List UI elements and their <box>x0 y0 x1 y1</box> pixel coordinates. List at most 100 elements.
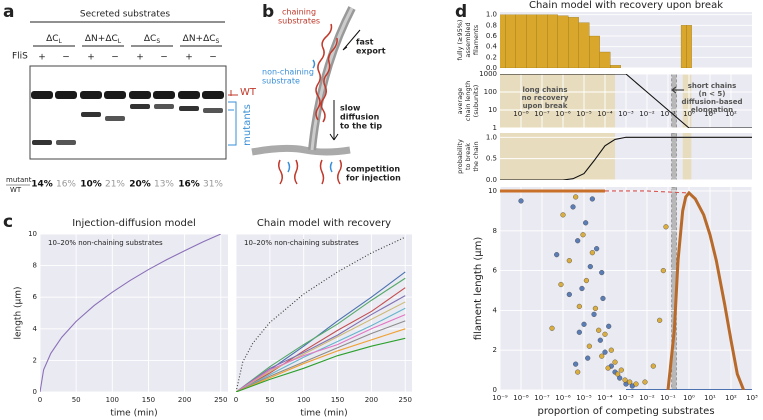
bar <box>515 14 527 68</box>
group-name: ΔN+ΔC <box>183 34 216 44</box>
y-tick-label: 0.4 <box>486 43 498 51</box>
x-tick-label: 10⁻⁸ <box>513 110 529 118</box>
series-line <box>605 190 696 200</box>
ratio: 16% <box>178 180 200 190</box>
series-line <box>666 190 746 390</box>
x-tick-label: 10⁻⁵ <box>576 110 592 118</box>
scatter-point <box>591 311 597 317</box>
annotation: 10–20% non-chaining substrates <box>48 239 163 247</box>
scatter-point <box>583 220 589 226</box>
annotation: (n < 5) <box>699 90 726 98</box>
panel-label: a <box>3 2 14 22</box>
annotation: no recovery <box>522 94 569 102</box>
x-tick-label: 150 <box>331 396 344 404</box>
scatter-point <box>594 246 600 252</box>
y-axis-label: filaments <box>472 24 480 55</box>
diagram-label: competition <box>346 165 400 174</box>
plot-area <box>500 14 752 68</box>
scatter-point <box>608 347 614 353</box>
mutant-band <box>203 108 223 113</box>
group-name: ΔC <box>144 34 156 44</box>
ratio: 21% <box>105 180 125 190</box>
chart-title: Chain model with recovery <box>257 218 391 229</box>
fliS-sign: + <box>87 53 95 63</box>
x-tick-label: 150 <box>142 396 155 404</box>
scatter-point <box>622 377 628 383</box>
x-tick-label: 100 <box>106 396 119 404</box>
diagram-label: to the tip <box>340 122 382 131</box>
x-tick-label: 10⁻² <box>639 110 655 118</box>
y-axis-label: assembled <box>464 22 472 57</box>
x-tick-label: 10¹ <box>704 110 716 118</box>
bar <box>599 51 611 68</box>
x-tick-label: 10⁰ <box>683 394 695 402</box>
series-line <box>236 277 406 392</box>
annotation: elongation <box>691 106 733 114</box>
scatter-point <box>602 349 608 355</box>
plot-area <box>500 133 752 180</box>
y-axis-label: the chain <box>472 141 480 171</box>
scatter-point <box>585 355 591 361</box>
mutant-band <box>81 112 101 117</box>
diagram-label: non-chaining <box>262 68 314 77</box>
fliS-sign: + <box>38 53 46 63</box>
x-axis-label: time (min) <box>110 409 157 419</box>
y-tick-label: 1 <box>493 124 497 132</box>
fliS-sign: − <box>62 53 70 63</box>
plot-background <box>236 234 412 392</box>
chain <box>315 23 333 121</box>
y-tick-label: 0.0 <box>486 64 497 72</box>
panel-label: b <box>262 2 274 22</box>
diagram-label: substrates <box>278 17 320 26</box>
mutants-label: mutants <box>242 104 253 146</box>
group-sub: L <box>118 38 122 45</box>
scatter-point <box>606 323 612 329</box>
mutant-bracket <box>228 101 237 146</box>
y-tick-label: 0.8 <box>486 21 497 29</box>
y-axis-label: (subunits) <box>472 85 480 118</box>
x-tick-label: 10² <box>725 110 737 118</box>
shaded-region <box>500 74 616 128</box>
panel-label: d <box>455 2 467 22</box>
y-axis-label: filament length (μm) <box>473 237 484 341</box>
diagram-label: fast <box>356 38 374 47</box>
series-line <box>236 320 406 392</box>
y-tick-label: 10 <box>488 187 497 195</box>
x-tick-label: 10³ <box>746 394 758 402</box>
y-tick-label: 0.0 <box>486 176 497 184</box>
bar <box>568 17 579 68</box>
scatter-point <box>650 363 656 369</box>
scatter-point <box>549 325 555 331</box>
wt-arrow <box>228 90 238 96</box>
ratio: 20% <box>129 180 151 190</box>
x-tick-label: 10² <box>725 394 737 402</box>
x-tick-label: 50 <box>265 396 274 404</box>
series-line <box>236 236 406 392</box>
ratio-label: mutant <box>6 176 32 184</box>
ratio: 16% <box>56 180 76 190</box>
scatter-point <box>575 369 581 375</box>
ratio-label: WT <box>10 186 22 194</box>
x-tick-label: 10⁻⁸ <box>513 394 529 402</box>
scatter-point <box>589 196 595 202</box>
bar <box>578 22 590 68</box>
x-tick-label: 10⁻¹ <box>660 394 676 402</box>
shaded-region <box>682 133 692 180</box>
x-tick-label: 50 <box>72 396 81 404</box>
y-axis-label: average <box>456 88 464 115</box>
shaded-region <box>500 133 616 180</box>
diagram-label: export <box>356 47 386 56</box>
plot-background <box>40 234 228 392</box>
mutant-band <box>130 104 150 109</box>
diagram-label: for injection <box>346 174 401 183</box>
scatter-point <box>573 361 579 367</box>
y-tick-label: 2 <box>33 356 37 364</box>
y-axis-label: probability <box>456 139 464 174</box>
group-label: ΔCS <box>144 34 160 45</box>
x-tick-label: 10⁻⁴ <box>597 110 613 118</box>
y-tick-label: 0.2 <box>486 53 497 61</box>
wt-band <box>178 91 200 99</box>
series-line <box>236 307 406 392</box>
bar <box>526 14 537 68</box>
group-name: ΔC <box>46 34 58 44</box>
